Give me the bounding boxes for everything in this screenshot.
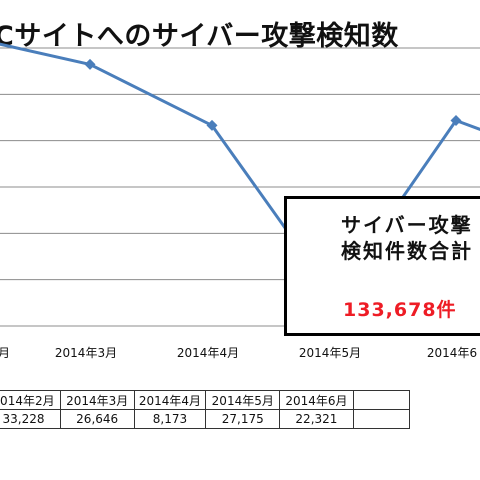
gridlines <box>0 47 480 327</box>
data-point-marker <box>450 115 462 127</box>
table-header-cell: 2014年3月 <box>59 390 135 410</box>
chart-title: Cサイトへのサイバー攻撃検知数 <box>0 21 399 52</box>
table-cell: 22,321 <box>279 409 354 429</box>
table-row: 33,228 26,646 8,173 27,175 22,321 <box>0 409 411 429</box>
x-tick-label: 2014年3月 <box>55 346 117 360</box>
annotation-line-2: 検知件数合計 <box>341 239 473 263</box>
x-tick-label: 2014年6 <box>427 346 477 360</box>
table-header-cell: 2014年4月 <box>133 390 207 410</box>
table-header-cell: 2014年5月 <box>205 390 281 410</box>
table-header-cell <box>352 390 411 410</box>
table-cell: 33,228 <box>0 409 61 429</box>
table-header-cell: 2014年6月 <box>279 390 354 410</box>
x-tick-label: 2014年4月 <box>177 346 239 360</box>
total-annotation-box: サイバー攻撃 検知件数合計 133,678件 <box>284 196 480 336</box>
table-cell: 8,173 <box>133 409 207 429</box>
table-header-cell: 2014年2月 <box>0 390 61 410</box>
data-table: 2014年2月 2014年3月 2014年4月 2014年5月 2014年6月 … <box>0 390 411 429</box>
table-cell <box>352 409 411 429</box>
table-cell: 26,646 <box>59 409 135 429</box>
annotation-line-1: サイバー攻撃 <box>341 213 473 237</box>
data-point-marker <box>84 58 96 70</box>
data-point-marker <box>206 119 218 131</box>
x-tick-labels: 月 2014年3月 2014年4月 2014年5月 2014年6 <box>0 346 477 360</box>
x-tick-label: 2014年5月 <box>299 346 361 360</box>
annotation-total-value: 133,678件 <box>343 299 457 321</box>
table-cell: 27,175 <box>205 409 281 429</box>
table-header-row: 2014年2月 2014年3月 2014年4月 2014年5月 2014年6月 <box>0 390 411 410</box>
x-tick-label: 月 <box>0 346 10 360</box>
